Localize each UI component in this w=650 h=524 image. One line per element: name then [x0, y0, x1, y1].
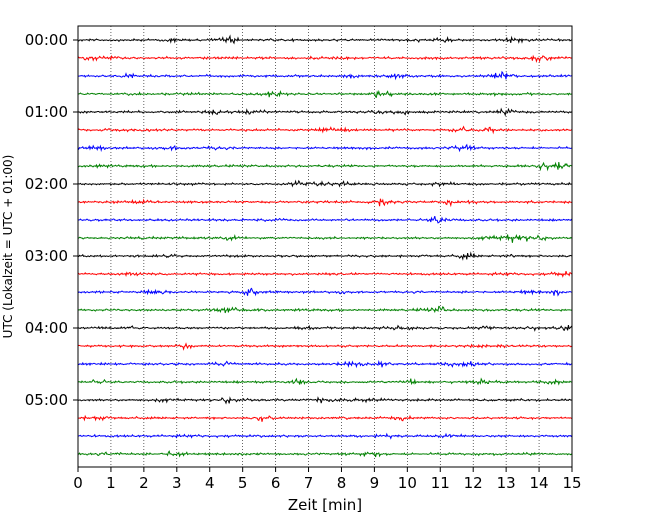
- y-tick-label: 04:00: [25, 319, 68, 337]
- trace-6: [77, 125, 572, 135]
- x-tick-label: 9: [370, 474, 380, 492]
- trace-10: [77, 198, 572, 208]
- x-tick-label: 14: [530, 474, 549, 492]
- trace-5: [77, 107, 572, 117]
- trace-1: [77, 34, 572, 45]
- trace-7: [77, 143, 572, 153]
- trace-layer: [77, 34, 573, 458]
- x-axis-ticks: 0 1 2 3 4 5 6 7 8 9 10 11 12 13 14 15: [73, 467, 582, 492]
- trace-24: [77, 450, 572, 458]
- trace-8: [77, 161, 572, 172]
- trace-18: [77, 342, 572, 351]
- x-tick-label: 7: [304, 474, 314, 492]
- x-tick-label: 8: [337, 474, 347, 492]
- x-tick-label: 1: [106, 474, 116, 492]
- y-axis-label: UTC (Lokalzeit = UTC + 01:00): [1, 155, 15, 339]
- y-tick-label: 02:00: [25, 175, 68, 193]
- trace-19: [77, 359, 572, 369]
- trace-11: [77, 215, 573, 224]
- trace-14: [77, 270, 572, 278]
- x-tick-label: 2: [139, 474, 149, 492]
- y-tick-label: 05:00: [25, 391, 68, 409]
- plot-frame: [77, 25, 573, 468]
- grid-lines: [110, 26, 540, 467]
- trace-22: [77, 414, 572, 422]
- y-axis-ticks: 00:00 01:00 02:00 03:00 04:00 05:00: [25, 31, 78, 409]
- trace-21: [77, 396, 572, 405]
- y-tick-label: 01:00: [25, 103, 68, 121]
- trace-15: [77, 287, 572, 297]
- y-tick-label: 03:00: [25, 247, 68, 265]
- x-tick-label: 0: [73, 474, 83, 492]
- x-tick-label: 12: [464, 474, 483, 492]
- trace-3: [77, 70, 572, 81]
- trace-2: [77, 54, 572, 63]
- trace-12: [77, 233, 572, 243]
- x-tick-label: 4: [205, 474, 215, 492]
- trace-13: [77, 251, 572, 261]
- x-tick-label: 11: [431, 474, 450, 492]
- x-tick-label: 6: [271, 474, 281, 492]
- trace-4: [77, 89, 572, 99]
- trace-16: [77, 305, 572, 314]
- y-tick-label: 00:00: [25, 31, 68, 49]
- trace-9: [77, 179, 572, 188]
- x-tick-label: 3: [172, 474, 182, 492]
- x-tick-label: 13: [497, 474, 516, 492]
- x-tick-label: 5: [238, 474, 248, 492]
- trace-20: [77, 377, 572, 386]
- x-axis-label: Zeit [min]: [288, 496, 362, 514]
- x-tick-label: 10: [398, 474, 417, 492]
- trace-23: [77, 432, 573, 440]
- trace-17: [77, 324, 573, 332]
- x-tick-label: 15: [562, 474, 581, 492]
